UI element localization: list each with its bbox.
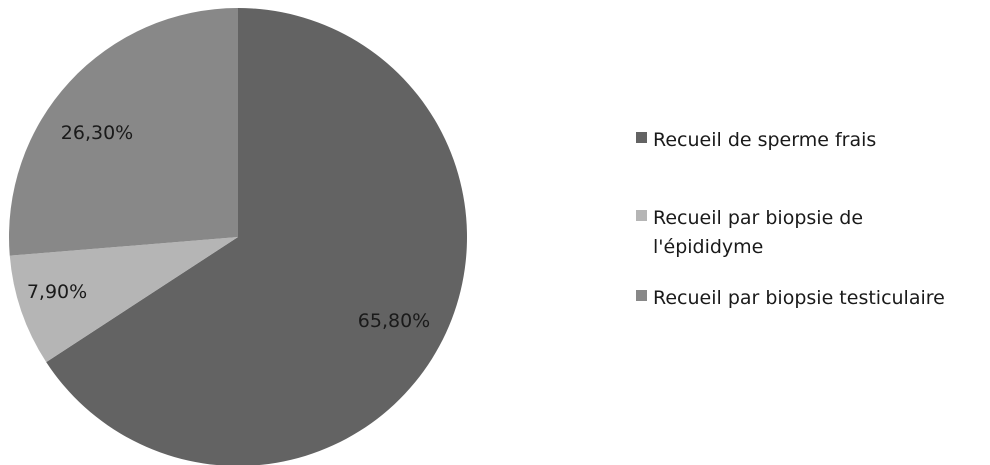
legend-label-biopsie-testiculaire: Recueil par biopsie testiculaire <box>653 287 945 309</box>
legend-swatch-biopsie-testiculaire <box>636 290 647 301</box>
legend-label-sperme-frais: Recueil de sperme frais <box>653 129 877 151</box>
legend-swatch-sperme-frais <box>636 132 647 143</box>
legend-item-sperme-frais: Recueil de sperme frais <box>636 126 876 155</box>
legend-item-biopsie-epididyme: Recueil par biopsie de l'épididyme <box>636 204 863 262</box>
legend-swatch-biopsie-epididyme <box>636 210 647 221</box>
pie-slice-sperme-frais <box>46 8 468 465</box>
legend-label-biopsie-epididyme-line2: l'épididyme <box>653 236 764 258</box>
pie-slice-biopsie-testiculaire <box>8 8 239 256</box>
pie-slice-biopsie-epididyme <box>9 237 239 363</box>
slice-label-sperme-frais: 65,80% <box>358 310 430 332</box>
legend-label-biopsie-epididyme: Recueil par biopsie de l'épididyme <box>653 204 863 262</box>
legend-item-biopsie-testiculaire: Recueil par biopsie testiculaire <box>636 284 945 313</box>
slice-label-biopsie-epididyme: 7,90% <box>27 281 87 303</box>
legend-label-biopsie-epididyme-line1: Recueil par biopsie de <box>653 207 864 229</box>
slice-label-biopsie-testiculaire: 26,30% <box>61 122 133 144</box>
